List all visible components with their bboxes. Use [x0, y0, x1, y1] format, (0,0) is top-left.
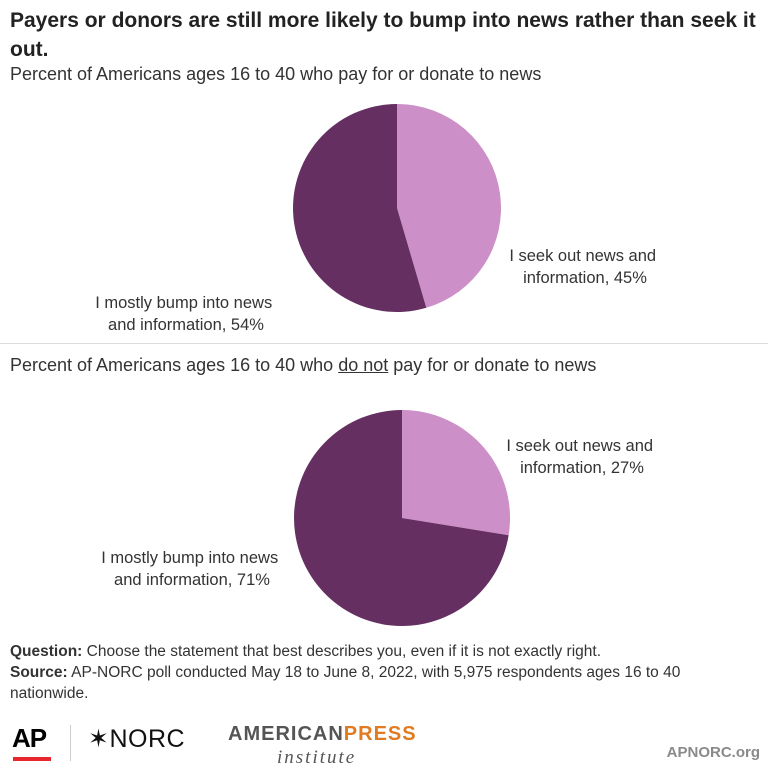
- logo-separator: [70, 725, 71, 761]
- ap-logo-underline: [13, 757, 51, 761]
- chart-footer: Question: Choose the statement that best…: [10, 641, 760, 704]
- emphasis-do-not: do not: [338, 355, 389, 375]
- slice-label-seek-out: I seek out news and information, 27%: [506, 437, 657, 477]
- pie-slice-bump-into: [294, 410, 509, 626]
- chart-1-subtitle: Percent of Americans ages 16 to 40 who p…: [10, 64, 542, 84]
- slice-label-bump-into: I mostly bump into news and information,…: [101, 549, 283, 589]
- site-url: APNORC.org: [666, 744, 760, 761]
- pie-chart-non-payers: I seek out news and information, 27% I m…: [101, 410, 657, 626]
- pie-slice-bump-into: [293, 104, 427, 312]
- question-note: Question: Choose the statement that best…: [10, 643, 602, 660]
- institute-logo-text: institute: [277, 747, 357, 768]
- chart-2-subtitle: Percent of Americans ages 16 to 40 who d…: [10, 355, 597, 375]
- pie-chart-payers: I seek out news and information, 45% I m…: [95, 104, 660, 334]
- slice-label-bump-into: I mostly bump into news and information,…: [95, 294, 277, 334]
- pie-slice-seek-out: [402, 410, 511, 536]
- ap-logo: AP: [12, 723, 47, 753]
- american-press-logo: AMERICANPRESS: [228, 723, 417, 745]
- section-divider: [0, 343, 768, 344]
- logo-bar: AP ✶NORC AMERICANPRESS institute APNORC.…: [0, 715, 768, 773]
- slice-label-seek-out: I seek out news and information, 45%: [509, 247, 660, 287]
- source-note: Source: AP-NORC poll conducted May 18 to…: [10, 664, 681, 702]
- norc-logo: ✶NORC: [88, 725, 186, 753]
- pie-slice-seek-out: [397, 104, 502, 308]
- chart-title: Payers or donors are still more likely t…: [10, 9, 756, 61]
